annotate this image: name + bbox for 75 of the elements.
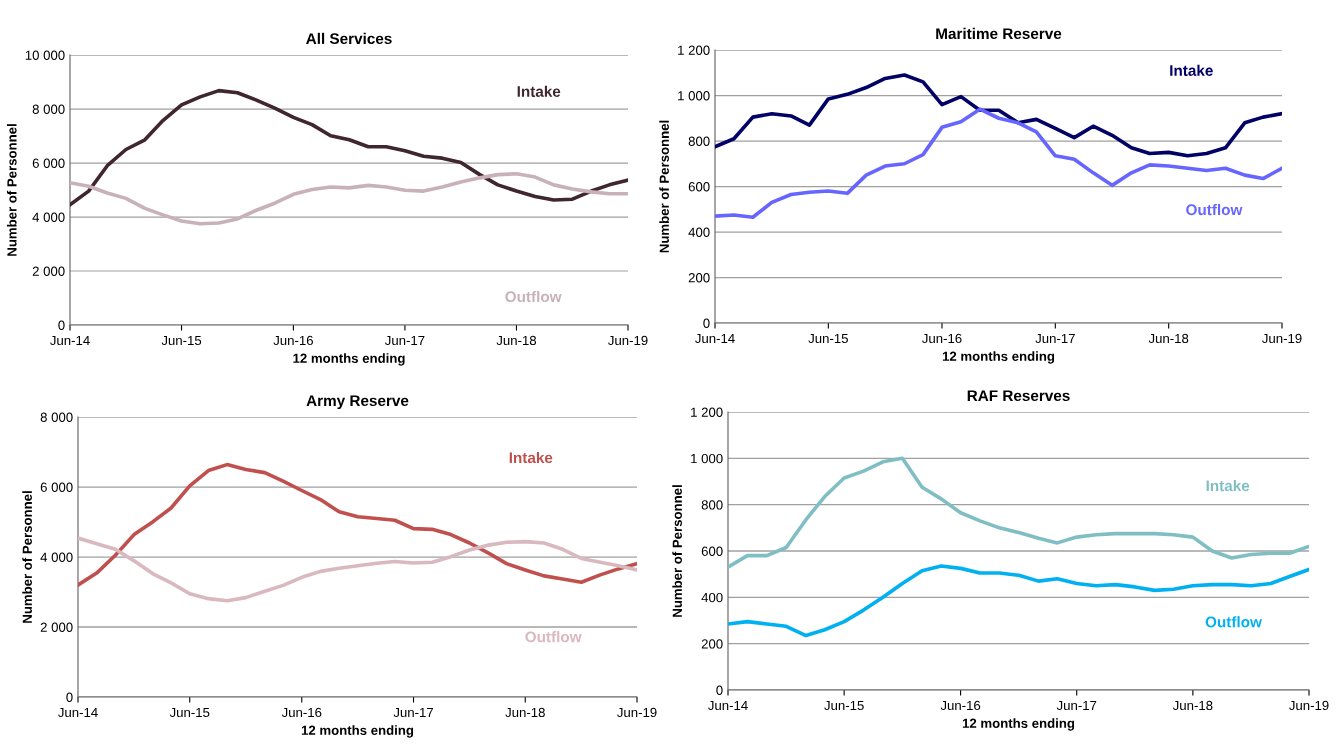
y-tick-label: 200 [701,639,723,649]
y-tick-label: 4 000 [40,552,73,562]
y-axis-title: Number of Personnel [659,120,669,253]
x-tick-label: Jun-18 [1148,333,1189,344]
y-tick-label: 10 000 [25,50,65,60]
x-tick-label: Jun-16 [940,700,981,711]
y-tick-label: 0 [703,318,710,328]
x-tick-label: Jun-18 [505,707,545,718]
x-tick-label: Jun-14 [695,333,735,344]
y-tick-label: 1 000 [691,453,723,464]
y-tick-label: 2 000 [32,266,65,276]
x-tick-label: Jun-14 [50,335,90,346]
y-tick-label: 800 [701,500,723,510]
y-tick-label: 2 000 [40,622,73,632]
text: Outflow [1205,616,1262,628]
x-tick-label: Jun-15 [824,700,864,711]
x-tick-label: Jun-17 [1056,700,1097,711]
text: Intake [509,451,553,464]
y-axis-title: Number of Personnel [6,124,17,256]
y-tick-label: 600 [701,546,723,556]
y-tick-label: 6 000 [40,482,73,492]
x-tick-label: Jun-18 [1172,700,1213,711]
y-axis-title: Number of Personnel [672,485,682,617]
line-series [78,462,637,587]
x-tick-label: Jun-17 [393,707,434,718]
x-tick-label: Jun-15 [169,707,210,718]
y-tick-label: 800 [688,136,710,146]
text: Intake [1206,479,1250,492]
line-series [78,536,637,603]
x-axis-title: 12 months ending [301,725,414,738]
chart-title: RAF Reserves [967,390,1070,402]
text: Outflow [525,631,582,643]
text: Intake [1170,64,1213,76]
text: Outflow [505,290,562,303]
y-tick-label: 200 [688,273,710,283]
x-tick-label: Jun-19 [1262,333,1302,344]
x-tick-label: Jun-15 [161,335,202,346]
x-tick-label: Jun-18 [496,335,537,346]
y-tick-label: 1 200 [691,407,723,417]
line-series [728,564,1309,638]
x-tick-label: Jun-16 [273,335,313,346]
x-tick-label: Jun-14 [708,700,748,711]
chart-title: All Services [306,32,392,45]
x-tick-label: Jun-17 [384,335,425,346]
series-label: Outflow [1186,203,1243,216]
x-tick-label: Jun-19 [608,335,648,346]
x-tick-label: Jun-19 [617,707,657,718]
x-tick-label: Jun-16 [281,707,322,718]
y-tick-label: 400 [688,227,710,237]
line-series [70,171,628,226]
x-tick-label: Jun-15 [808,333,848,344]
x-axis-title: 12 months ending [293,353,405,366]
chart-title: Army Reserve [306,395,409,410]
y-tick-label: 4 000 [32,212,65,222]
text: Intake [517,85,561,97]
y-tick-label: 6 000 [32,158,65,168]
y-tick-label: 8 000 [40,412,73,422]
x-tick-label: Jun-14 [58,707,98,718]
chart-title: Maritime Reserve [936,27,1062,40]
y-tick-label: 0 [66,692,73,702]
x-tick-label: Jun-16 [922,333,962,344]
y-tick-label: 400 [701,592,723,603]
y-tick-label: 0 [58,320,65,330]
y-tick-label: 1 200 [678,45,710,55]
y-tick-label: 600 [688,182,710,192]
line-series [715,107,1282,220]
y-axis-title: Number of Personnel [22,491,32,623]
y-tick-label: 8 000 [32,104,65,114]
x-tick-label: Jun-19 [1289,700,1329,711]
y-tick-label: 1 000 [678,91,710,101]
y-tick-label: 0 [716,685,723,695]
line-series [728,456,1309,570]
x-axis-title: 12 months ending [962,718,1075,731]
x-tick-label: Jun-17 [1035,333,1075,344]
x-axis-title: 12 months ending [942,351,1055,364]
